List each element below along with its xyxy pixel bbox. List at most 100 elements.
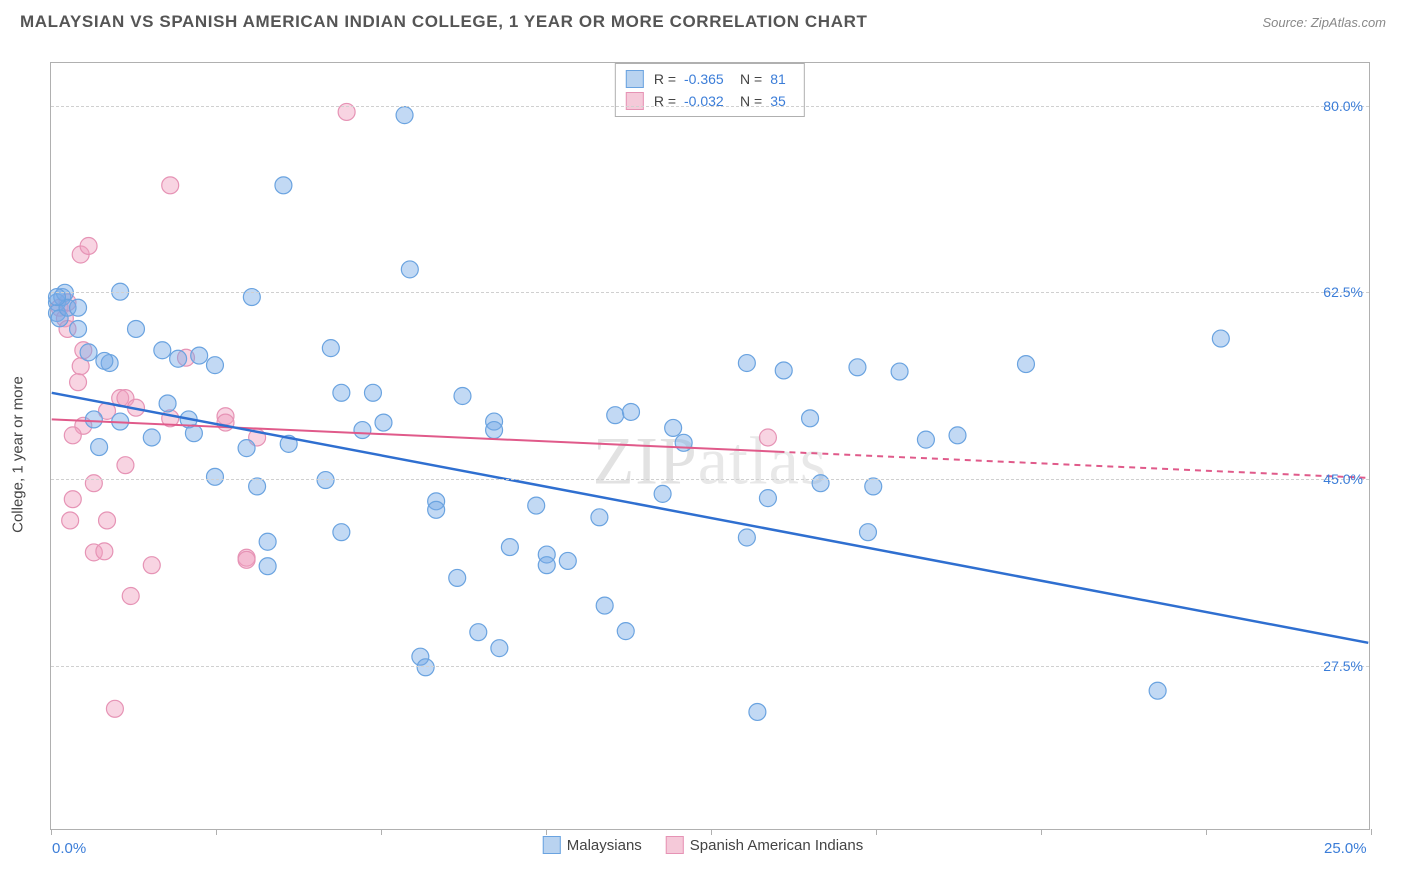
data-point — [143, 429, 160, 446]
y-tick-label: 27.5% — [1323, 658, 1363, 674]
data-point — [891, 363, 908, 380]
x-tick-mark — [381, 829, 382, 835]
data-point — [191, 347, 208, 364]
data-point — [80, 344, 97, 361]
data-point — [501, 539, 518, 556]
data-point — [860, 524, 877, 541]
data-point — [333, 524, 350, 541]
x-tick-mark — [1371, 829, 1372, 835]
legend-n-value-a: 81 — [770, 71, 794, 87]
data-point — [849, 359, 866, 376]
data-point — [538, 557, 555, 574]
data-point — [802, 410, 819, 427]
data-point — [85, 411, 102, 428]
y-axis-label: College, 1 year or more — [10, 376, 27, 533]
data-point — [486, 422, 503, 439]
data-point — [749, 703, 766, 720]
data-point — [96, 352, 113, 369]
data-point — [62, 512, 79, 529]
data-point — [117, 457, 134, 474]
gridline — [51, 292, 1369, 293]
data-point — [99, 512, 116, 529]
chart-source: Source: ZipAtlas.com — [1262, 15, 1386, 30]
data-point — [128, 320, 145, 337]
data-point — [249, 478, 266, 495]
x-tick-mark — [1041, 829, 1042, 835]
data-point — [70, 320, 87, 337]
data-point — [143, 557, 160, 574]
data-point — [401, 261, 418, 278]
data-point — [1149, 682, 1166, 699]
data-point — [49, 289, 66, 306]
x-tick-mark — [711, 829, 712, 835]
data-point — [775, 362, 792, 379]
chart-title: MALAYSIAN VS SPANISH AMERICAN INDIAN COL… — [20, 12, 867, 32]
data-point — [449, 569, 466, 586]
data-point — [91, 439, 108, 456]
legend-swatch-a — [626, 70, 644, 88]
data-point — [122, 588, 139, 605]
legend-bottom-item-b: Spanish American Indians — [666, 836, 863, 854]
chart-header: MALAYSIAN VS SPANISH AMERICAN INDIAN COL… — [0, 0, 1406, 40]
legend-bottom-label-b: Spanish American Indians — [690, 837, 863, 854]
data-point — [738, 529, 755, 546]
data-point — [217, 414, 234, 431]
data-point — [949, 427, 966, 444]
data-point — [917, 431, 934, 448]
legend-bottom-label-a: Malaysians — [567, 837, 642, 854]
data-point — [865, 478, 882, 495]
legend-bottom-item-a: Malaysians — [543, 836, 642, 854]
data-point — [206, 357, 223, 374]
x-tick-mark — [216, 829, 217, 835]
x-tick-mark — [1206, 829, 1207, 835]
data-point — [238, 551, 255, 568]
data-point — [607, 407, 624, 424]
regression-line — [52, 393, 1369, 643]
data-point — [162, 177, 179, 194]
chart-frame: ZIPatlas R = -0.365 N = 81 R = -0.032 N … — [50, 62, 1370, 830]
data-point — [64, 491, 81, 508]
data-point — [470, 624, 487, 641]
data-point — [454, 388, 471, 405]
x-tick-mark — [876, 829, 877, 835]
data-point — [185, 425, 202, 442]
data-point — [417, 659, 434, 676]
data-point — [759, 429, 776, 446]
data-point — [170, 350, 187, 367]
legend-stats-box: R = -0.365 N = 81 R = -0.032 N = 35 — [615, 63, 805, 117]
data-point — [665, 419, 682, 436]
data-point — [528, 497, 545, 514]
y-tick-label: 62.5% — [1323, 284, 1363, 300]
y-tick-label: 45.0% — [1323, 471, 1363, 487]
data-point — [275, 177, 292, 194]
data-point — [596, 597, 613, 614]
regression-line-dashed — [778, 452, 1368, 478]
data-point — [738, 355, 755, 372]
data-point — [64, 427, 81, 444]
data-point — [1212, 330, 1229, 347]
legend-n-label-a: N = — [740, 71, 762, 87]
data-point — [96, 543, 113, 560]
legend-r-value-a: -0.365 — [684, 71, 734, 87]
legend-bottom-swatch-b — [666, 836, 684, 854]
data-point — [243, 289, 260, 306]
data-point — [491, 640, 508, 657]
data-point — [759, 490, 776, 507]
data-point — [70, 374, 87, 391]
data-point — [85, 475, 102, 492]
gridline — [51, 106, 1369, 107]
data-point — [375, 414, 392, 431]
x-axis-min-label: 0.0% — [52, 840, 86, 857]
plot-svg — [51, 63, 1369, 829]
legend-bottom: Malaysians Spanish American Indians — [543, 836, 863, 854]
data-point — [396, 107, 413, 124]
legend-stats-row-a: R = -0.365 N = 81 — [626, 68, 794, 90]
data-point — [259, 533, 276, 550]
data-point — [428, 501, 445, 518]
gridline — [51, 666, 1369, 667]
data-point — [1017, 356, 1034, 373]
data-point — [80, 238, 97, 255]
data-point — [259, 558, 276, 575]
data-point — [812, 475, 829, 492]
data-point — [559, 552, 576, 569]
